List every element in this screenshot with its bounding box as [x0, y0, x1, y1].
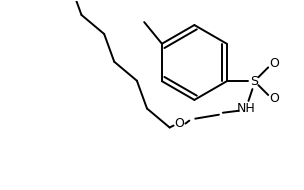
Text: NH: NH [237, 102, 256, 115]
Text: S: S [250, 75, 258, 88]
Text: O: O [269, 93, 279, 105]
Text: O: O [174, 117, 185, 130]
Text: O: O [269, 57, 279, 70]
